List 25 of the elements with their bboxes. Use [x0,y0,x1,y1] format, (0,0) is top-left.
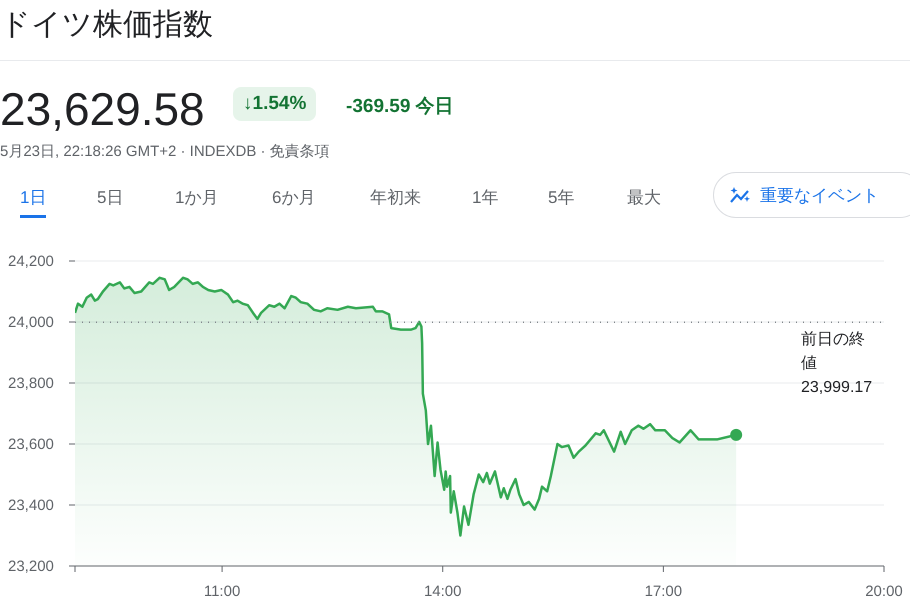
chart-title: ドイツ株価指数 [0,7,213,43]
x-tick-label: 14:00 [424,583,462,600]
text: 6か月 [272,187,316,209]
text: 年初来 [370,187,421,209]
text: 1か月 [175,187,218,209]
text: 5日 [97,187,124,209]
x-tick-label: 17:00 [644,583,682,600]
y-tick-label: 24,200 [8,253,54,270]
text: ↓1.54% [233,87,316,121]
y-tick-label: 23,400 [8,497,54,514]
text: 1日 [20,186,46,218]
y-tick-label: 23,200 [8,558,54,575]
y-tick-label: 24,000 [8,314,54,331]
ref-line-label: 前日の終値 23,999.17 [801,330,873,398]
y-tick-label: 23,800 [8,375,54,392]
text: 1年 [472,187,498,209]
x-tick-label: 11:00 [204,583,240,600]
x-tick-label: 20:00 [865,583,903,600]
text: 重要なイベント [760,184,879,206]
text: 23,629.58 [0,82,205,136]
text: -369.59 今日 [346,95,454,119]
text: 最大 [627,187,661,209]
y-tick-label: 23,600 [8,436,54,453]
text: 5年 [548,187,574,209]
text: 5月23日, 22:18:26 GMT+2 · INDEXDB · 免責条項 [0,142,330,161]
